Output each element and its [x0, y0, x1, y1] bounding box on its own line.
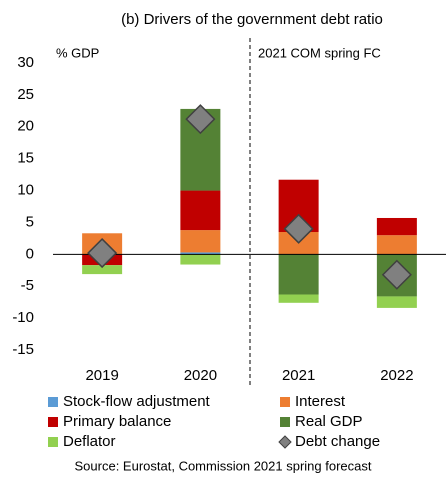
legend-marker — [48, 437, 58, 447]
bar-segment — [82, 265, 123, 275]
bar-segment — [278, 254, 319, 295]
y-label: % GDP — [56, 45, 99, 60]
bar-segment — [376, 217, 417, 236]
annotation: 2021 COM spring FC — [258, 45, 381, 60]
x-tick-label: 2019 — [85, 367, 118, 384]
legend-label: Debt change — [295, 433, 380, 450]
legend-label: Interest — [295, 393, 346, 410]
bar-segment — [180, 230, 221, 253]
source: Source: Eurostat, Commission 2021 spring… — [75, 458, 372, 473]
y-tick-label: 0 — [26, 245, 34, 262]
y-tick-label: 25 — [17, 86, 34, 103]
bar-segment — [180, 254, 221, 265]
x-tick-label: 2022 — [380, 367, 413, 384]
x-tick-label: 2021 — [282, 367, 315, 384]
y-tick-label: 30 — [17, 54, 34, 71]
bar-segment — [180, 252, 221, 255]
bar-segment — [376, 296, 417, 308]
y-tick-label: 15 — [17, 150, 34, 167]
legend-label: Deflator — [63, 433, 116, 450]
bar-segment — [180, 190, 221, 231]
y-tick-label: 5 — [26, 213, 34, 230]
y-tick-label: -15 — [12, 341, 34, 358]
bar-segment — [278, 294, 319, 303]
chart-title: (b) Drivers of the government debt ratio — [121, 11, 383, 28]
x-tick-label: 2020 — [184, 367, 217, 384]
legend-label: Primary balance — [63, 413, 171, 430]
legend-marker — [278, 435, 292, 449]
legend-marker — [48, 397, 58, 407]
y-tick-label: -10 — [12, 309, 34, 326]
legend-marker — [280, 417, 290, 427]
y-tick-label: -5 — [21, 277, 34, 294]
y-tick-label: 20 — [17, 118, 34, 135]
legend-marker — [48, 417, 58, 427]
debt-change-marker — [185, 104, 216, 135]
y-tick-label: 10 — [17, 182, 34, 199]
bar-segment — [376, 235, 417, 255]
debt-change-marker — [87, 237, 118, 269]
debt-change-marker — [283, 213, 314, 244]
legend-marker — [280, 397, 290, 407]
legend-label: Stock-flow adjustment — [63, 393, 211, 410]
debt-change-marker — [381, 259, 412, 290]
legend-label: Real GDP — [295, 413, 363, 430]
